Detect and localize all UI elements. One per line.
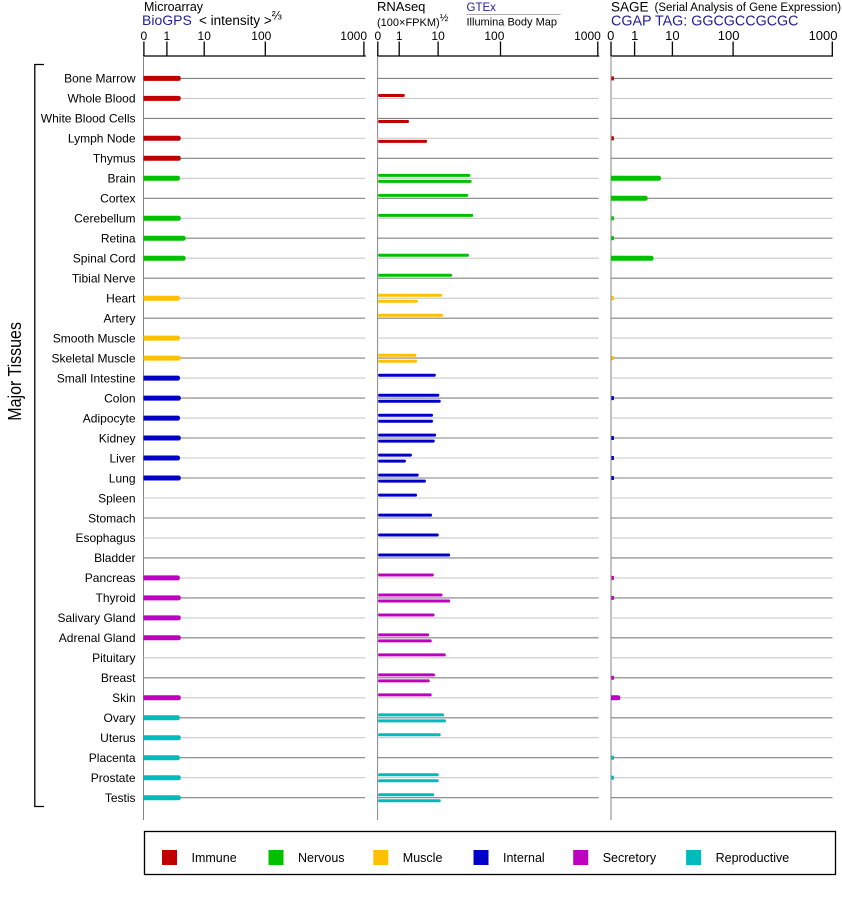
svg-text:Salivary Gland: Salivary Gland [57,611,135,625]
svg-text:Pancreas: Pancreas [85,571,136,585]
svg-text:Cerebellum: Cerebellum [74,212,135,226]
svg-text:SAGE: SAGE [611,0,649,15]
svg-text:Tibial Nerve: Tibial Nerve [72,272,136,286]
svg-text:Microarray: Microarray [144,0,204,14]
svg-text:Adrenal Gland: Adrenal Gland [59,631,136,645]
svg-text:Breast: Breast [101,671,136,685]
svg-text:White Blood Cells: White Blood Cells [41,112,136,126]
svg-text:RNAseq: RNAseq [377,0,425,14]
svg-text:Bladder: Bladder [94,551,135,565]
svg-text:10: 10 [665,28,679,43]
svg-text:Uterus: Uterus [100,731,135,745]
svg-text:Internal: Internal [503,851,545,865]
svg-text:CGAP TAG: GGCGCCGCGC: CGAP TAG: GGCGCCGCGC [611,14,798,30]
svg-text:1: 1 [396,29,403,43]
svg-text:0: 0 [374,29,381,43]
svg-text:Immune: Immune [192,851,237,865]
svg-text:Placenta: Placenta [89,751,136,765]
svg-text:1000: 1000 [809,28,838,43]
svg-text:100: 100 [718,28,740,43]
svg-text:Testis: Testis [105,791,136,805]
svg-text:Thymus: Thymus [93,152,136,166]
svg-text:Stomach: Stomach [88,511,135,525]
svg-text:Cortex: Cortex [100,192,135,206]
svg-text:Artery: Artery [103,312,135,326]
svg-text:0: 0 [141,29,148,43]
svg-text:Liver: Liver [109,451,135,465]
svg-text:BioGPS: BioGPS [142,12,192,28]
svg-text:Ovary: Ovary [103,711,135,725]
svg-text:Illumina Body Map: Illumina Body Map [467,17,558,29]
svg-text:10: 10 [198,29,212,43]
svg-text:1000: 1000 [340,29,367,43]
svg-text:10: 10 [431,29,445,43]
svg-text:Bone Marrow: Bone Marrow [64,72,136,86]
svg-text:Adipocyte: Adipocyte [83,411,136,425]
svg-text:Esophagus: Esophagus [75,531,135,545]
svg-text:Reproductive: Reproductive [716,851,790,865]
svg-text:0: 0 [607,28,614,43]
svg-text:Colon: Colon [104,391,135,405]
svg-text:100: 100 [251,29,271,43]
svg-text:Lung: Lung [109,471,136,485]
svg-text:(Serial Analysis of Gene Expre: (Serial Analysis of Gene Expression) [655,2,842,14]
svg-text:Prostate: Prostate [91,771,136,785]
svg-text:Smooth Muscle: Smooth Muscle [53,331,136,345]
svg-text:Brain: Brain [107,172,135,186]
svg-text:Major Tissues: Major Tissues [5,322,25,421]
svg-text:Spinal Cord: Spinal Cord [73,252,136,266]
svg-text:100: 100 [484,29,504,43]
svg-text:Small Intestine: Small Intestine [57,371,136,385]
svg-text:< intensity >⅔: < intensity >⅔ [199,9,282,29]
svg-text:GTEx: GTEx [467,2,497,14]
svg-text:Spleen: Spleen [98,491,135,505]
svg-text:1: 1 [164,29,171,43]
svg-text:Secretory: Secretory [603,851,657,865]
svg-text:Heart: Heart [106,292,136,306]
svg-text:Thyroid: Thyroid [95,591,135,605]
svg-text:Whole Blood: Whole Blood [67,92,135,106]
svg-text:Kidney: Kidney [99,431,136,445]
svg-text:1: 1 [631,28,638,43]
svg-text:Lymph Node: Lymph Node [68,132,136,146]
svg-text:Pituitary: Pituitary [92,651,135,665]
svg-text:Skin: Skin [112,691,135,705]
svg-text:(100×FPKM)½: (100×FPKM)½ [377,12,449,29]
svg-text:Skeletal Muscle: Skeletal Muscle [51,351,135,365]
svg-text:Retina: Retina [101,232,136,246]
svg-text:Muscle: Muscle [403,851,443,865]
svg-text:1000: 1000 [574,29,601,43]
svg-text:Nervous: Nervous [298,851,345,865]
